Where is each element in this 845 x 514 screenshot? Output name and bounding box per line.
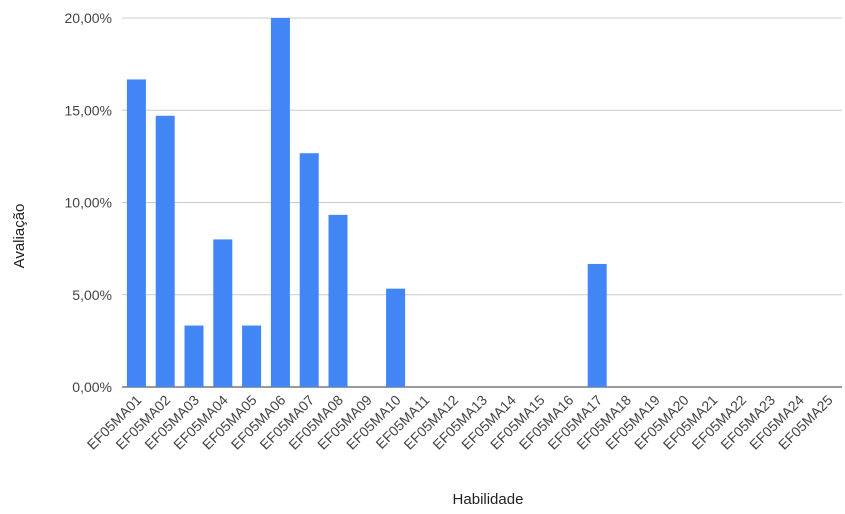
y-tick-label: 0,00% [72,379,112,395]
bar-ef05ma17 [587,263,607,387]
gridlines [122,17,842,388]
bar-ef05ma05 [242,325,262,387]
bar-ef05ma10 [386,288,406,387]
x-axis-ticks: EF05MA01EF05MA02EF05MA03EF05MA04EF05MA05… [84,392,836,453]
y-tick-label: 15,00% [65,102,112,118]
y-axis-ticks: 0,00% 5,00% 10,00% 15,00% 20,00% [65,10,112,395]
bar-ef05ma03 [184,325,204,387]
x-axis-title: Habilidade [453,491,524,508]
bar-ef05ma01 [126,79,146,387]
y-tick-label: 10,00% [65,195,112,211]
y-tick-label: 20,00% [65,10,112,26]
bars [126,18,607,387]
y-tick-label: 5,00% [72,287,112,303]
bar-ef05ma06 [270,18,290,387]
bar-ef05ma02 [155,115,175,387]
y-axis-title: Avaliação [11,204,28,269]
bar-ef05ma08 [328,214,348,387]
bar-ef05ma07 [299,153,319,387]
bar-ef05ma04 [213,239,233,387]
